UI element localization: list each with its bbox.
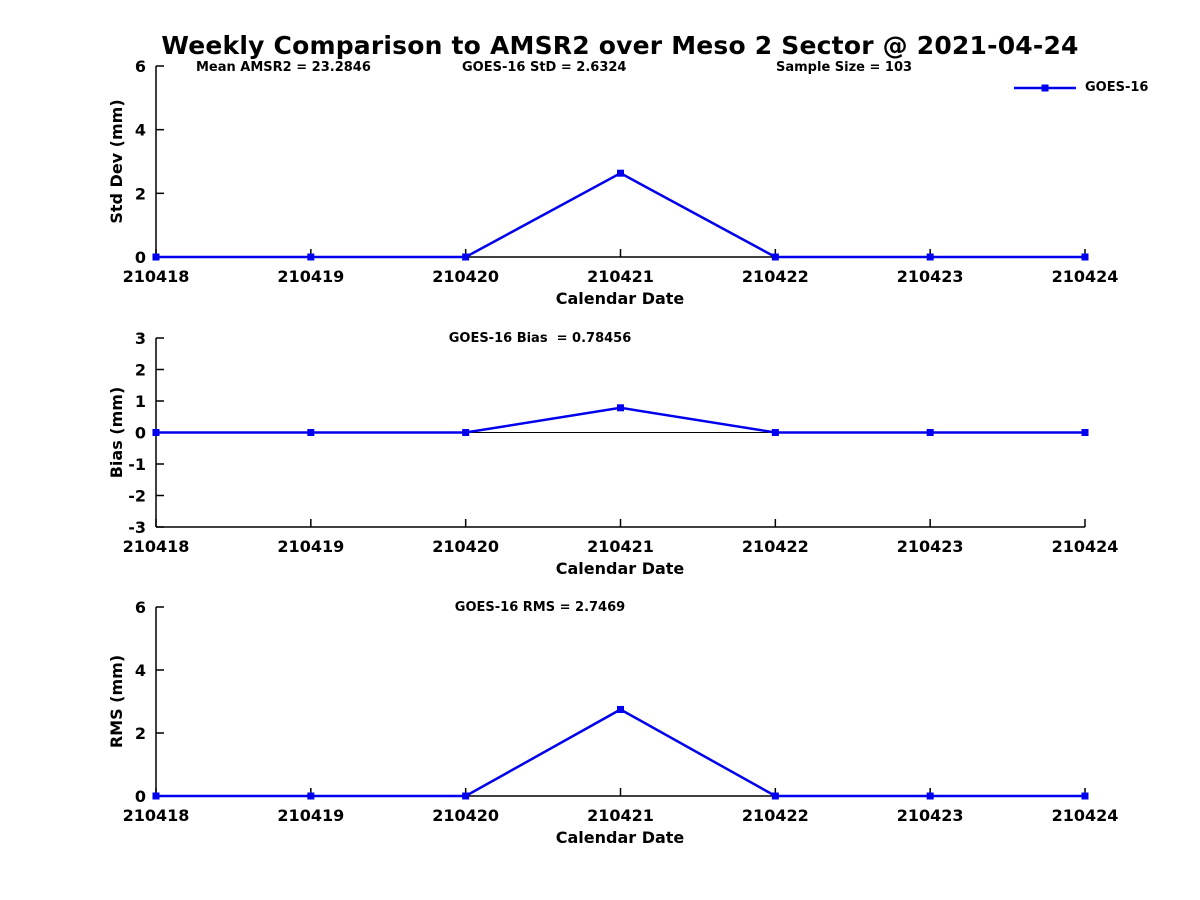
y-tick-label: 0: [135, 787, 146, 806]
x-tick-label: 210422: [742, 806, 809, 825]
x-tick-label: 210419: [277, 537, 344, 556]
y-axis-title: RMS (mm): [107, 655, 126, 748]
y-tick-label: 0: [135, 248, 146, 267]
data-point-marker: [462, 253, 470, 261]
x-tick-label: 210418: [123, 267, 190, 286]
data-line: [156, 171, 1085, 259]
data-point-marker: [771, 253, 779, 261]
legend: GOES-16: [1012, 80, 1148, 95]
x-tick-label: 210422: [742, 537, 809, 556]
x-axis-title: Calendar Date: [556, 289, 685, 308]
data-point-marker: [1081, 253, 1089, 261]
data-point-marker: [152, 253, 160, 261]
y-tick-label: 1: [135, 392, 146, 411]
data-point-marker: [771, 792, 779, 800]
data-point-marker: [462, 792, 470, 800]
y-tick-label: 4: [135, 121, 146, 140]
data-point-marker: [307, 792, 315, 800]
x-tick-label: 210421: [587, 267, 654, 286]
data-point-marker: [617, 404, 624, 412]
y-tick-label: -1: [128, 455, 146, 474]
data-point-marker: [307, 253, 315, 261]
std-dev-chart: 0 2 4 6 210418 210419 210420 210421 210422 210423…: [107, 57, 1118, 308]
x-tick-label: 210424: [1052, 806, 1119, 825]
chart-annotation: GOES-16 RMS = 2.7469: [455, 600, 625, 615]
x-axis-title: Calendar Date: [556, 828, 685, 847]
x-tick-label: 210422: [742, 267, 809, 286]
chart-annotation: GOES-16 Bias = 0.78456: [449, 331, 632, 346]
data-line: [156, 406, 1085, 434]
x-tick-label: 210423: [897, 267, 964, 286]
x-tick-label: 210424: [1052, 267, 1119, 286]
y-tick-label: -2: [128, 487, 146, 506]
data-point-marker: [462, 429, 470, 436]
x-tick-label: 210420: [432, 267, 499, 286]
x-tick-label: 210423: [897, 806, 964, 825]
x-tick-label: 210423: [897, 537, 964, 556]
legend-label: GOES-16: [1085, 80, 1149, 95]
data-point-marker: [617, 169, 624, 177]
y-tick-label: 3: [135, 329, 146, 348]
data-point-marker: [1081, 792, 1089, 800]
x-tick-label: 210419: [277, 806, 344, 825]
goes16-std-annotation: GOES-16 StD = 2.6324: [462, 60, 627, 75]
y-tick-label: 6: [135, 57, 146, 76]
x-tick-label: 210418: [123, 806, 190, 825]
mean-amsr2-annotation: Mean AMSR2 = 23.2846: [196, 60, 371, 75]
x-tick-label: 210421: [587, 806, 654, 825]
data-point-marker: [1081, 429, 1089, 436]
y-tick-label: 0: [135, 424, 146, 443]
bias-chart: -3 -2 -1 0 1 2 3 210418 210419 210420 210421 210422…: [107, 329, 1118, 578]
x-axis-title: Calendar Date: [556, 559, 685, 578]
y-axis-title: Std Dev (mm): [107, 99, 126, 223]
data-point-marker: [771, 429, 779, 436]
legend-line-marker-icon: [1014, 84, 1076, 91]
y-tick-label: 2: [135, 184, 146, 203]
x-tick-label: 210418: [123, 537, 190, 556]
x-tick-label: 210420: [432, 806, 499, 825]
x-tick-label: 210420: [432, 537, 499, 556]
data-line: [156, 708, 1085, 798]
x-tick-label: 210424: [1052, 537, 1119, 556]
y-axis-title: Bias (mm): [107, 387, 126, 479]
data-point-marker: [926, 792, 934, 800]
rms-chart: 0 2 4 6 210418 210419 210420 210421 210422 210423…: [107, 598, 1118, 847]
y-tick-label: 6: [135, 598, 146, 617]
data-point-marker: [152, 429, 160, 436]
x-tick-label: 210421: [587, 537, 654, 556]
sample-size-annotation: Sample Size = 103: [776, 60, 913, 75]
y-tick-label: 4: [135, 661, 146, 680]
x-tick-label: 210419: [277, 267, 344, 286]
figure-title: Weekly Comparison to AMSR2 over Meso 2 S…: [161, 31, 1079, 60]
data-point-marker: [617, 705, 624, 713]
data-point-marker: [926, 253, 934, 261]
y-tick-label: 2: [135, 361, 146, 380]
y-tick-label: -3: [128, 518, 146, 537]
data-point-marker: [926, 429, 934, 436]
data-point-marker: [307, 429, 315, 436]
data-point-marker: [152, 792, 160, 800]
y-tick-label: 2: [135, 724, 146, 743]
